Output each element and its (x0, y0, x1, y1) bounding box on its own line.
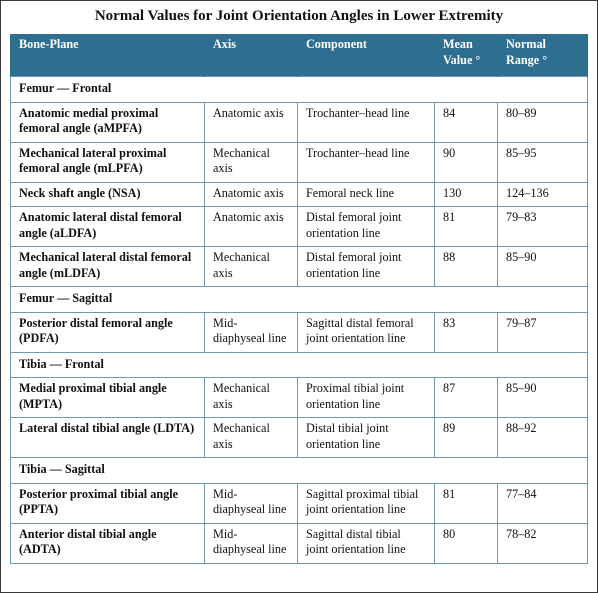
table-row: Posterior distal femoral angle (PDFA) Mi… (10, 311, 588, 353)
cell-range: 85–95 (497, 141, 588, 183)
cell-axis: Mid-diaphyseal line (204, 522, 298, 564)
header-mean-value: Mean Value ° (434, 34, 498, 77)
cell-mean: 87 (434, 377, 498, 418)
cell-component: Sagittal distal femoral joint orientatio… (297, 311, 435, 353)
cell-range: 85–90 (497, 377, 588, 418)
section-row: Tibia — Sagittal (10, 457, 588, 484)
header-axis: Axis (204, 34, 298, 77)
cell-component: Distal femoral joint orientation line (297, 206, 435, 247)
cell-angle-name: Posterior distal femoral angle (PDFA) (10, 311, 205, 353)
cell-component: Distal femoral joint orientation line (297, 246, 435, 287)
section-row: Femur — Sagittal (10, 286, 588, 313)
section-label: Femur — Sagittal (10, 286, 588, 313)
cell-mean: 90 (434, 141, 498, 183)
cell-component: Proximal tibial joint orientation line (297, 377, 435, 418)
table-row: Anatomic lateral distal femoral angle (a… (10, 206, 588, 247)
cell-component: Distal tibial joint orientation line (297, 417, 435, 458)
cell-axis: Mechanical axis (204, 246, 298, 287)
cell-mean: 88 (434, 246, 498, 287)
cell-axis: Anatomic axis (204, 181, 298, 207)
cell-mean: 89 (434, 417, 498, 458)
cell-axis: Mechanical axis (204, 377, 298, 418)
header-bone-plane: Bone-Plane (10, 34, 205, 77)
cell-component: Trochanter–head line (297, 101, 435, 143)
table-row: Mechanical lateral proximal femoral angl… (10, 141, 588, 183)
cell-mean: 81 (434, 206, 498, 247)
cell-angle-name: Neck shaft angle (NSA) (10, 181, 205, 207)
cell-range: 79–87 (497, 311, 588, 353)
cell-mean: 84 (434, 101, 498, 143)
joint-angles-table: Bone-Plane Axis Component Mean Value ° N… (10, 34, 588, 564)
header-component: Component (297, 34, 435, 77)
cell-range: 124–136 (497, 181, 588, 207)
cell-axis: Anatomic axis (204, 101, 298, 143)
table-row: Medial proximal tibial angle (MPTA) Mech… (10, 377, 588, 418)
table-row: Neck shaft angle (NSA) Anatomic axis Fem… (10, 181, 588, 207)
cell-angle-name: Medial proximal tibial angle (MPTA) (10, 377, 205, 418)
cell-angle-name: Anatomic medial proximal femoral angle (… (10, 101, 205, 143)
cell-range: 85–90 (497, 246, 588, 287)
cell-axis: Mid-diaphyseal line (204, 311, 298, 353)
cell-range: 88–92 (497, 417, 588, 458)
cell-range: 80–89 (497, 101, 588, 143)
cell-angle-name: Anatomic lateral distal femoral angle (a… (10, 206, 205, 247)
section-label: Femur — Frontal (10, 76, 588, 103)
cell-angle-name: Mechanical lateral distal femoral angle … (10, 246, 205, 287)
header-row: Bone-Plane Axis Component Mean Value ° N… (10, 34, 588, 77)
cell-component: Sagittal proximal tibial joint orientati… (297, 482, 435, 524)
cell-angle-name: Posterior proximal tibial angle (PPTA) (10, 482, 205, 524)
cell-axis: Mechanical axis (204, 417, 298, 458)
cell-angle-name: Anterior distal tibial angle (ADTA) (10, 522, 205, 564)
cell-mean: 130 (434, 181, 498, 207)
cell-angle-name: Lateral distal tibial angle (LDTA) (10, 417, 205, 458)
cell-angle-name: Mechanical lateral proximal femoral angl… (10, 141, 205, 183)
section-row: Femur — Frontal (10, 76, 588, 103)
cell-mean: 81 (434, 482, 498, 524)
cell-mean: 83 (434, 311, 498, 353)
cell-axis: Mid-diaphyseal line (204, 482, 298, 524)
section-label: Tibia — Sagittal (10, 457, 588, 484)
section-label: Tibia — Frontal (10, 351, 588, 378)
table-row: Posterior proximal tibial angle (PPTA) M… (10, 482, 588, 524)
cell-axis: Mechanical axis (204, 141, 298, 183)
table-row: Mechanical lateral distal femoral angle … (10, 246, 588, 287)
table-title: Normal Values for Joint Orientation Angl… (94, 8, 504, 24)
table-row: Anatomic medial proximal femoral angle (… (10, 101, 588, 143)
cell-range: 77–84 (497, 482, 588, 524)
cell-component: Sagittal distal tibial joint orientation… (297, 522, 435, 564)
header-normal-range: Normal Range ° (497, 34, 588, 77)
cell-component: Femoral neck line (297, 181, 435, 207)
cell-range: 78–82 (497, 522, 588, 564)
table-row: Anterior distal tibial angle (ADTA) Mid-… (10, 522, 588, 564)
cell-mean: 80 (434, 522, 498, 564)
cell-range: 79–83 (497, 206, 588, 247)
cell-axis: Anatomic axis (204, 206, 298, 247)
table-row: Lateral distal tibial angle (LDTA) Mecha… (10, 417, 588, 458)
section-row: Tibia — Frontal (10, 351, 588, 378)
cell-component: Trochanter–head line (297, 141, 435, 183)
